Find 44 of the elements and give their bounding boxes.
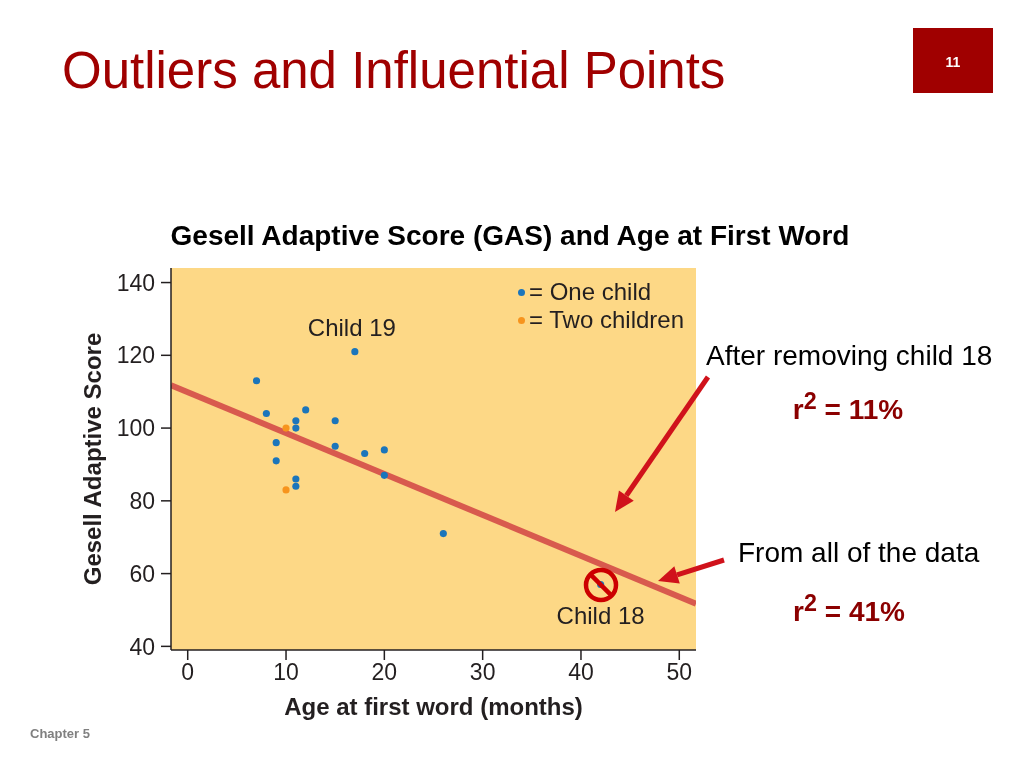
y-axis-title: Gesell Adaptive Score (78, 332, 106, 586)
text: 11 (945, 54, 961, 71)
text: From all of the data (738, 537, 980, 569)
point (262, 409, 270, 418)
y-tick-label: 140 (116, 269, 155, 296)
point (331, 417, 339, 425)
point (252, 377, 261, 385)
y-tick-label: 80 (129, 488, 155, 514)
point (439, 530, 447, 538)
legend-label: = One child (529, 278, 652, 305)
text: r$^{2}$ = 41% (793, 589, 905, 627)
x-tick-label: 20 (371, 659, 398, 686)
text: r$^{2}$ = 11% (792, 387, 904, 425)
text: Chapter 5 (30, 725, 90, 741)
point (351, 348, 359, 356)
x-tick-label: 10 (273, 659, 299, 686)
x-tick-label: 0 (181, 659, 195, 686)
x-axis-title: Age at first word (months) (284, 693, 583, 720)
point (272, 439, 280, 447)
text: After removing child 18 (706, 340, 993, 372)
point (380, 471, 388, 479)
point (331, 442, 339, 450)
point (292, 417, 300, 425)
chart-subtitle: Gesell Adaptive Score (GAS) and Age at First Word (170, 220, 850, 252)
x-tick-label: 30 (469, 659, 496, 686)
y-tick-label: 40 (129, 633, 155, 660)
point (292, 424, 300, 432)
point (302, 406, 310, 414)
x-tick-label: 50 (666, 659, 693, 686)
point (282, 424, 290, 432)
point (292, 482, 300, 490)
y-tick-label: 120 (116, 342, 155, 369)
y-tick-label: 100 (116, 415, 155, 442)
point (272, 457, 280, 465)
legend-label: = Two children (529, 306, 684, 333)
annotation: Child 19 (307, 313, 396, 341)
y-tick-label: 60 (129, 560, 155, 587)
point (361, 449, 369, 458)
x-tick-label: 40 (568, 659, 594, 686)
annotation: Child 18 (556, 601, 645, 629)
point (380, 446, 388, 454)
point (282, 486, 290, 494)
point (292, 475, 300, 483)
chart-title: Outliers and Influential Points (62, 42, 726, 100)
